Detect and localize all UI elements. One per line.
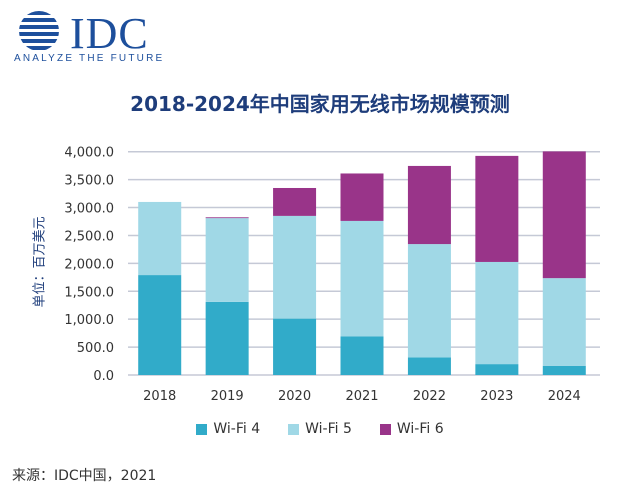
bar-wi-fi-4-2021 [340,336,384,375]
x-tick-label: 2021 [345,389,378,404]
chart-title: 2018-2024年中国家用无线市场规模预测 [130,92,510,116]
y-tick-label: 2,500.0 [64,229,114,244]
legend-label: Wi-Fi 6 [396,421,444,437]
logo-text: IDC [70,9,149,58]
x-tick-label: 2023 [480,389,513,404]
bar-wi-fi-5-2018 [138,201,182,276]
bar-wi-fi-5-2022 [407,244,451,358]
bar-wi-fi-5-2024 [542,278,586,366]
bar-wi-fi-6-2023 [475,155,519,262]
legend-swatch [379,423,391,435]
y-tick-label: 1,000.0 [64,313,114,328]
y-tick-label: 1,500.0 [64,285,114,300]
stacked-bar-chart: 0.0 500.0 1,000.0 1,500.0 2,000.0 2,500.0 3,00… [64,146,600,404]
bar-wi-fi-5-2021 [340,220,384,337]
y-tick-label: 0.0 [93,369,114,384]
legend-item: Wi-Fi 4 [196,421,260,437]
y-tick-label: 500.0 [77,341,114,356]
bar-wi-fi-6-2024 [542,151,586,279]
bar-wi-fi-4-2018 [138,275,182,375]
x-tick-label: 2018 [143,389,176,404]
source-note: 来源：IDC中国，2021 [12,468,157,484]
logo-tagline: ANALYZE THE FUTURE [14,53,165,64]
y-tick-label: 3,500.0 [64,174,114,189]
legend-item: Wi-Fi 6 [379,421,444,437]
bar-wi-fi-5-2023 [475,261,519,365]
bar-wi-fi-4-2019 [205,301,249,375]
x-tick-label: 2024 [548,389,581,404]
y-tick-label: 2,000.0 [64,257,114,272]
bar-wi-fi-6-2019 [205,217,249,219]
legend: Wi-Fi 4 Wi-Fi 5 Wi-Fi 6 [0,421,640,437]
legend-swatch [196,423,208,435]
bar-wi-fi-6-2021 [340,173,384,221]
x-tick-label: 2020 [278,389,311,404]
bar-wi-fi-4-2020 [273,318,317,375]
idc-globe-logo-icon [19,11,59,50]
legend-label: Wi-Fi 5 [305,421,352,437]
bar-wi-fi-6-2022 [407,165,451,245]
bar-wi-fi-5-2020 [273,215,317,319]
legend-item: Wi-Fi 5 [288,421,352,437]
bar-wi-fi-4-2023 [475,364,519,375]
y-tick-label: 4,000.0 [64,146,114,161]
bar-wi-fi-4-2022 [407,357,451,375]
x-tick-label: 2022 [413,389,446,404]
bar-wi-fi-5-2019 [205,218,249,302]
bar-wi-fi-6-2020 [273,187,317,216]
bar-wi-fi-4-2024 [542,365,586,375]
legend-swatch [288,423,300,435]
legend-label: Wi-Fi 4 [213,421,261,437]
y-tick-label: 3,000.0 [64,202,114,217]
x-tick-label: 2019 [211,389,244,404]
